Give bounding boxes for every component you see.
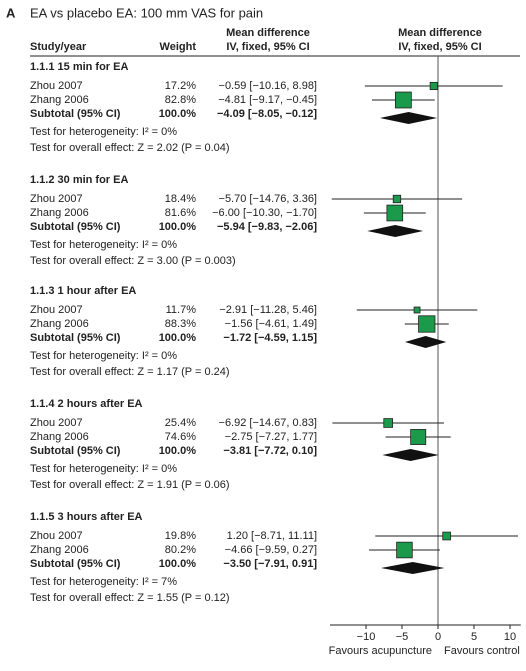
weight-box	[396, 541, 413, 559]
ci-text: −4.66 [−9.59, 0.27]	[225, 544, 317, 556]
header: IV, fixed, 95% CI	[398, 41, 481, 53]
ci-text: −3.81 [−7.72, 0.10]	[223, 445, 317, 457]
weight: 17.2%	[165, 80, 196, 92]
ci-text: −2.91 [−11.28, 5.46]	[219, 304, 317, 316]
weight: 25.4%	[165, 417, 196, 429]
weight: 18.4%	[165, 193, 196, 205]
diamond	[381, 562, 445, 574]
weight: 11.7%	[166, 304, 197, 316]
weight-box	[410, 429, 427, 445]
study-name: Zhang 2006	[30, 94, 89, 106]
weight-box	[392, 194, 402, 204]
ci-text: −6.00 [−10.30, −1.70]	[212, 207, 317, 219]
study-name: Zhang 2006	[30, 431, 89, 443]
ci-text: −5.70 [−14.76, 3.36]	[219, 193, 317, 205]
weight-box	[442, 531, 451, 541]
subtotal-label: Subtotal (95% CI)	[30, 221, 121, 233]
weight: 19.8%	[165, 530, 196, 542]
ci-text: −4.81 [−9.17, −0.45]	[218, 94, 317, 106]
diamond	[382, 449, 439, 461]
x-tick-label: 10	[504, 631, 516, 643]
weight: 81.6%	[165, 207, 196, 219]
weight: 100.0%	[159, 558, 197, 570]
group-title: 1.1.3 1 hour after EA	[30, 285, 136, 297]
header: Weight	[160, 41, 197, 53]
group-title: 1.1.2 30 min for EA	[30, 174, 128, 186]
weight-box	[386, 204, 404, 222]
weight: 100.0%	[159, 445, 197, 457]
heterogeneity: Test for heterogeneity: I² = 0%	[30, 239, 177, 251]
weight: 100.0%	[159, 108, 197, 120]
ci-text: −0.59 [−10.16, 8.98]	[219, 80, 317, 92]
heterogeneity: Test for heterogeneity: I² = 0%	[30, 126, 177, 138]
heterogeneity: Test for heterogeneity: I² = 0%	[30, 463, 177, 475]
weight: 100.0%	[159, 221, 197, 233]
study-name: Zhou 2007	[30, 417, 83, 429]
diamond	[380, 112, 438, 124]
x-tick-label: 0	[435, 631, 441, 643]
weight: 80.2%	[165, 544, 196, 556]
subtotal-label: Subtotal (95% CI)	[30, 558, 121, 570]
diamond	[404, 336, 447, 348]
study-name: Zhou 2007	[30, 304, 83, 316]
overall-effect: Test for overall effect: Z = 1.55 (P = 0…	[30, 592, 230, 604]
favours-left: Favours acupuncture	[329, 645, 432, 657]
group-title: 1.1.1 15 min for EA	[30, 61, 128, 73]
overall-effect: Test for overall effect: Z = 3.00 (P = 0…	[30, 255, 236, 267]
weight: 74.6%	[165, 431, 196, 443]
overall-effect: Test for overall effect: Z = 1.91 (P = 0…	[30, 479, 230, 491]
study-name: Zhou 2007	[30, 193, 83, 205]
ci-text: −2.75 [−7.27, 1.77]	[225, 431, 317, 443]
study-name: Zhang 2006	[30, 207, 89, 219]
chart-title: EA vs placebo EA: 100 mm VAS for pain	[30, 5, 263, 20]
ci-text: −1.72 [−4.59, 1.15]	[223, 332, 317, 344]
heterogeneity: Test for heterogeneity: I² = 7%	[30, 576, 177, 588]
ci-text: −1.56 [−4.61, 1.49]	[225, 318, 317, 330]
ci-text: −5.94 [−9.83, −2.06]	[217, 221, 317, 233]
overall-effect: Test for overall effect: Z = 1.17 (P = 0…	[30, 366, 230, 378]
weight-box	[383, 418, 393, 428]
ci-text: 1.20 [−8.71, 11.11]	[227, 530, 317, 542]
subtotal-label: Subtotal (95% CI)	[30, 332, 121, 344]
overall-effect: Test for overall effect: Z = 2.02 (P = 0…	[30, 142, 230, 154]
header: Mean difference	[226, 27, 310, 39]
x-tick-label: 5	[471, 631, 477, 643]
study-name: Zhang 2006	[30, 318, 89, 330]
subtotal-label: Subtotal (95% CI)	[30, 445, 121, 457]
ci-text: −6.92 [−14.67, 0.83]	[219, 417, 317, 429]
weight: 82.8%	[165, 94, 196, 106]
panel-label: A	[6, 5, 16, 20]
header: IV, fixed, 95% CI	[226, 41, 309, 53]
x-tick-label: −10	[357, 631, 376, 643]
x-tick-label: −5	[396, 631, 409, 643]
ci-text: −4.09 [−8.05, −0.12]	[217, 108, 317, 120]
header: Study/year	[30, 41, 87, 53]
weight-box	[429, 81, 438, 91]
heterogeneity: Test for heterogeneity: I² = 0%	[30, 350, 177, 362]
favours-right: Favours control	[444, 645, 520, 657]
weight: 88.3%	[165, 318, 196, 330]
weight: 100.0%	[159, 332, 197, 344]
ci-text: −3.50 [−7.91, 0.91]	[223, 558, 317, 570]
study-name: Zhang 2006	[30, 544, 89, 556]
study-name: Zhou 2007	[30, 80, 83, 92]
group-title: 1.1.4 2 hours after EA	[30, 398, 143, 410]
diamond	[367, 225, 424, 237]
study-name: Zhou 2007	[30, 530, 83, 542]
weight-box	[413, 306, 421, 314]
subtotal-label: Subtotal (95% CI)	[30, 108, 121, 120]
weight-box	[418, 315, 436, 333]
group-title: 1.1.5 3 hours after EA	[30, 511, 143, 523]
weight-box	[395, 91, 412, 109]
header: Mean difference	[398, 27, 482, 39]
